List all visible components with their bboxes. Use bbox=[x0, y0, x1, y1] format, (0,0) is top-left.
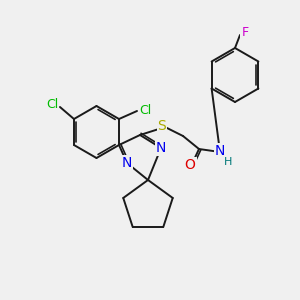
Text: H: H bbox=[224, 157, 232, 167]
Text: F: F bbox=[242, 26, 249, 38]
Text: N: N bbox=[122, 156, 132, 170]
Text: Cl: Cl bbox=[139, 103, 151, 116]
Text: N: N bbox=[215, 144, 225, 158]
Text: O: O bbox=[184, 158, 195, 172]
Text: S: S bbox=[158, 119, 166, 133]
Text: Cl: Cl bbox=[46, 98, 58, 112]
Text: N: N bbox=[156, 141, 166, 155]
